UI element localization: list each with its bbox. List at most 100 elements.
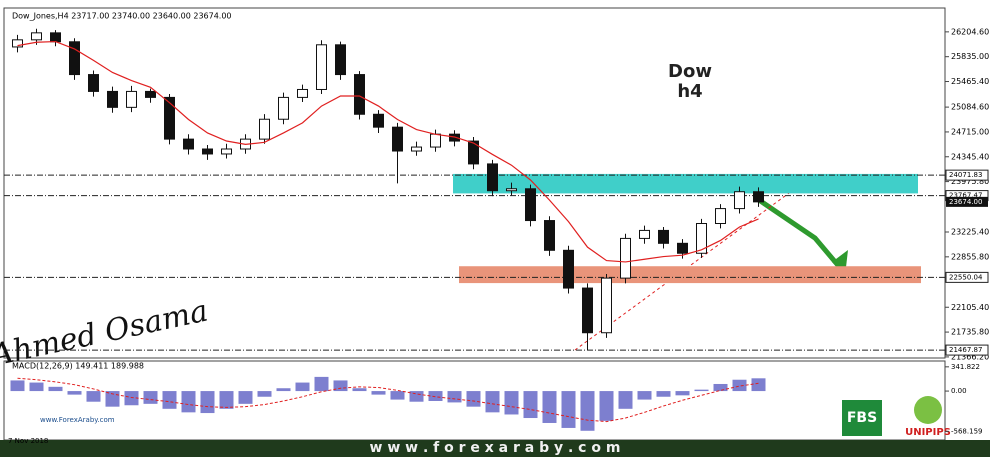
watermark: www.ForexAraby.com — [40, 416, 115, 424]
candle-body — [639, 229, 650, 239]
candle-body — [202, 148, 213, 155]
candle-body — [126, 90, 137, 108]
annotation-line: Dow — [668, 61, 712, 82]
candle-body — [582, 287, 593, 334]
macd-bar — [124, 391, 139, 406]
y-tick-label: 21735.80 — [951, 328, 989, 337]
macd-bar — [713, 383, 728, 392]
macd-bar — [466, 391, 481, 407]
candle-body — [221, 148, 232, 155]
macd-label: MACD(12,26,9) 149.411 189.988 — [12, 362, 144, 371]
level-label: 23767.47 — [949, 192, 982, 200]
candle-body — [392, 126, 403, 152]
macd-bar — [276, 388, 291, 392]
candle-body — [620, 237, 631, 279]
trend-arrow — [754, 195, 844, 272]
date-label: 7 Nov 2018 — [8, 437, 48, 445]
macd-bar — [523, 391, 538, 419]
candle-body — [107, 90, 118, 108]
level-box — [945, 271, 989, 283]
macd-bar — [732, 379, 747, 392]
macd-bar — [333, 380, 348, 392]
candle-body — [715, 208, 726, 225]
annotation: Dow h4 — [668, 61, 712, 102]
candle-body — [297, 88, 308, 98]
level-box — [945, 344, 989, 356]
macd-bar — [504, 391, 519, 415]
candle-body — [354, 74, 365, 115]
macd-bar — [143, 391, 158, 404]
y-tick-label: 25465.40 — [951, 77, 989, 86]
candle-body — [164, 96, 175, 140]
level-box — [945, 169, 989, 181]
macd-bar — [219, 391, 234, 409]
macd-bar — [67, 391, 82, 395]
macd-tick-label: 341.822 — [951, 363, 980, 371]
macd-bar — [314, 376, 329, 392]
macd-bar — [257, 391, 272, 397]
macd-tick-label: 0.00 — [951, 387, 967, 395]
candle-body — [563, 249, 574, 289]
candle-body — [316, 44, 327, 90]
macd-bar — [637, 391, 652, 400]
macd-bar — [371, 391, 386, 395]
macd-bar — [200, 391, 215, 414]
annotation-line: h4 — [677, 81, 702, 102]
candle-body — [259, 118, 270, 140]
candle-body — [69, 41, 80, 76]
macd-bar — [485, 391, 500, 413]
candle-body — [88, 74, 99, 92]
y-tick-label: 26204.60 — [951, 27, 989, 36]
candle-body — [430, 133, 441, 148]
macd-bar — [29, 382, 44, 392]
footer-band — [0, 440, 990, 457]
candle-body — [525, 188, 536, 222]
macd-bar — [162, 391, 177, 409]
macd-bar — [181, 391, 196, 413]
candle-body — [12, 39, 23, 48]
main-frame — [3, 7, 946, 359]
y-tick-label: 25084.60 — [951, 103, 989, 112]
macd-bar — [390, 391, 405, 400]
macd-bar — [352, 388, 367, 392]
level-label: 21467.87 — [949, 346, 982, 354]
broker-logo — [842, 400, 882, 436]
macd-tick-label: -568.159 — [951, 427, 982, 435]
macd-bar — [599, 391, 614, 421]
y-tick-label: 24345.40 — [951, 152, 989, 161]
y-tick-label: 21366.20 — [951, 352, 989, 361]
candle-body — [734, 191, 745, 210]
y-tick-label: 25835.00 — [951, 52, 989, 61]
candle-body — [506, 188, 517, 192]
candle-body — [278, 96, 289, 120]
macd-bar — [675, 391, 690, 396]
candle-body — [373, 113, 384, 128]
y-tick-label: 24715.00 — [951, 127, 989, 136]
candle-body — [658, 229, 669, 244]
candle-body — [31, 32, 42, 41]
macd-bar — [48, 386, 63, 392]
candle-body — [677, 242, 688, 254]
candle-body — [411, 146, 422, 152]
macd-bar — [542, 391, 557, 423]
y-tick-label: 22855.80 — [951, 252, 989, 261]
level-label: 22550.04 — [949, 273, 983, 281]
macd-bar — [561, 391, 576, 428]
macd-bar — [86, 391, 101, 402]
candle-body — [449, 133, 460, 142]
candle-body — [468, 140, 479, 165]
macd-signal — [17, 377, 759, 423]
candle-body — [544, 220, 555, 251]
candle-body — [335, 44, 346, 76]
macd-bar — [409, 391, 424, 402]
candle-body — [601, 277, 612, 334]
macd-bar — [428, 391, 443, 401]
last-price-label: 23674.00 — [949, 198, 982, 206]
last-price-box — [946, 196, 988, 207]
candle-body — [753, 191, 764, 203]
candle-body — [696, 223, 707, 254]
candle-body — [50, 32, 61, 43]
header: Dow_Jones,H4 23717.00 23740.00 23640.00 … — [12, 12, 232, 21]
y-tick-label: 23975.80 — [951, 177, 989, 186]
